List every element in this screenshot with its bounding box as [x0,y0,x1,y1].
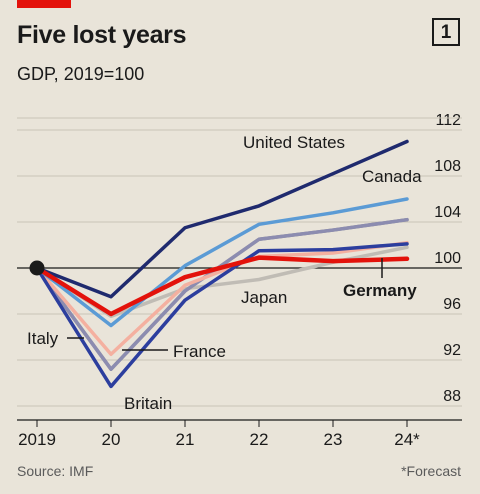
start-point-dot [29,260,45,276]
x-tick-label-3: 22 [250,430,269,449]
label-united-states: United States [243,133,345,152]
label-germany: Germany [343,281,417,300]
series-line-canada [35,197,409,328]
y-tick-label-108: 108 [434,158,461,175]
y-tick-label-92: 92 [443,342,461,359]
y-tick-label-96: 96 [443,296,461,313]
chart-number-badge: 1 [432,18,460,46]
x-tick-label-2: 21 [176,430,195,449]
brand-red-tag [17,0,71,8]
chart-title: Five lost years [17,21,187,49]
series-line-united-states [35,139,409,299]
source-note: Source: IMF [17,463,94,479]
y-tick-label-112: 112 [435,112,461,129]
y-tick-label-104: 104 [434,204,461,221]
series-line-britain [35,242,409,389]
forecast-note: *Forecast [401,463,461,479]
y-tick-label-88: 88 [443,388,461,405]
series-line-germany [34,255,410,317]
series-line-france [35,240,409,356]
chart-subtitle: GDP, 2019=100 [17,64,145,84]
x-tick-label-1: 20 [102,430,121,449]
label-japan: Japan [241,288,287,307]
label-britain: Britain [124,394,172,413]
label-canada: Canada [362,167,422,186]
label-italy: Italy [27,329,59,348]
y-tick-label-100: 100 [434,250,461,267]
label-france: France [173,342,226,361]
x-tick-label-5: 24* [394,430,420,449]
x-tick-label-0: 2019 [18,430,56,449]
x-tick-label-4: 23 [324,430,343,449]
